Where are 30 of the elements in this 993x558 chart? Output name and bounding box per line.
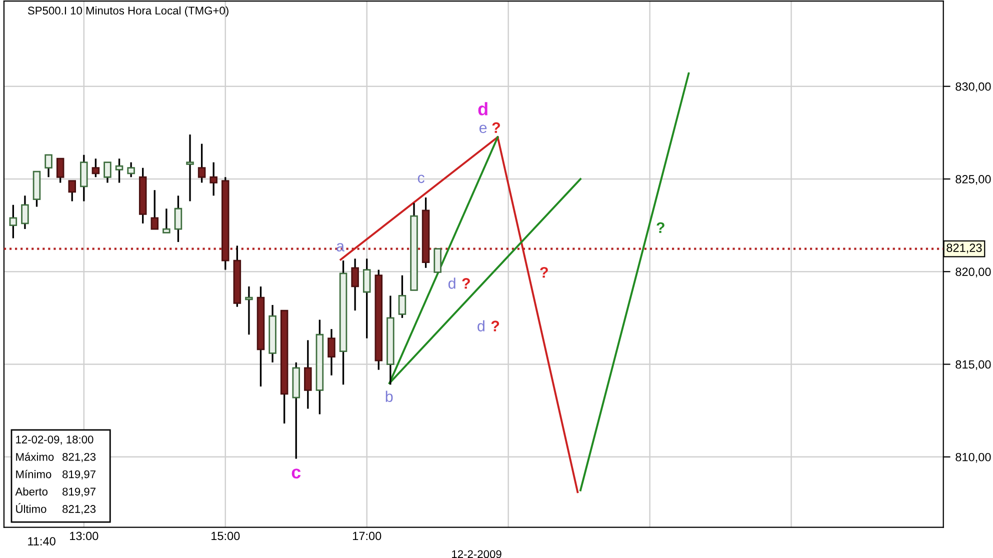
x-tick-label: 17:00 [352, 532, 382, 540]
annotation: c [292, 468, 301, 478]
x-tick-label: 15:00 [212, 532, 240, 540]
text: 12-2-2009 [452, 550, 502, 558]
annotation: e [479, 124, 487, 134]
annotation: ? [491, 320, 500, 332]
ref-line-label: 821,23 [946, 244, 982, 254]
chart-title: SP500.I 10 Minutos Hora Local (TMG+0) [28, 6, 228, 17]
y-tick-label: 810,00 [956, 452, 991, 463]
annotation: Máximo 821,23 [16, 452, 96, 462]
annotation: a [336, 243, 345, 252]
annotation: 12-02-09, 18:00 [16, 436, 94, 445]
annotation: ? [540, 266, 548, 278]
annotation: c [418, 174, 424, 184]
annotation: d [478, 102, 488, 116]
text: 11:40 [28, 537, 56, 546]
y-tick-label: 820,00 [956, 268, 991, 278]
annotation: ? [656, 222, 664, 233]
annotation: ? [462, 278, 470, 289]
text: Último 821,23 [16, 503, 96, 514]
annotation: ? [492, 122, 500, 133]
annotation: Mínimo 819,97 [16, 470, 96, 480]
annotation: d [478, 320, 484, 332]
x-tick-label: 13:00 [70, 532, 98, 540]
text: Aberto 819,97 [15, 487, 96, 497]
y-tick-label: 830,00 [956, 82, 991, 92]
y-tick-label: 815,00 [956, 360, 991, 370]
annotation: d [448, 278, 456, 289]
annotation: b [386, 390, 393, 402]
y-tick-label: 825,00 [956, 175, 991, 185]
